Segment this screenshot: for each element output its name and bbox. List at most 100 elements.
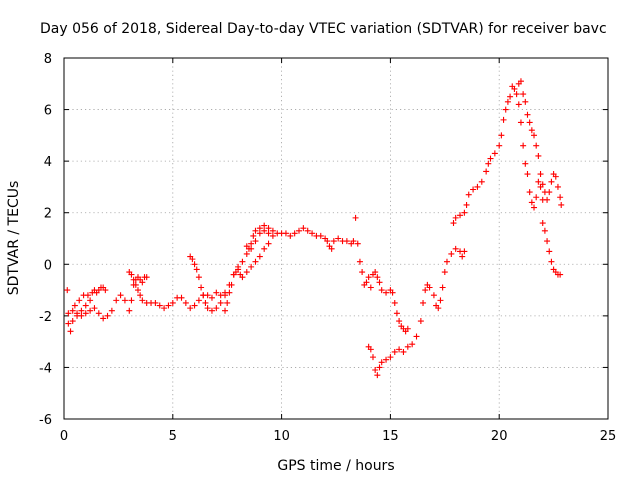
data-point [372, 367, 379, 374]
y-tick-label: 8 [44, 52, 52, 67]
data-point [478, 178, 485, 185]
data-point [208, 294, 215, 301]
data-point [491, 150, 498, 157]
data-point [76, 297, 83, 304]
data-point [526, 189, 533, 196]
data-point [213, 305, 220, 312]
data-point [558, 201, 565, 208]
data-point [452, 245, 459, 252]
data-point [365, 274, 372, 281]
data-point [552, 173, 559, 180]
data-point [256, 230, 263, 237]
data-point [126, 307, 133, 314]
y-axis-label: SDTVAR / TECUs [6, 181, 22, 296]
data-point [367, 346, 374, 353]
data-point [350, 238, 357, 245]
data-point [128, 271, 135, 278]
data-point [465, 191, 472, 198]
data-point [82, 302, 89, 309]
data-point [546, 189, 553, 196]
data-point [470, 186, 477, 193]
data-point [208, 307, 215, 314]
data-point [461, 209, 468, 216]
data-point [526, 119, 533, 126]
data-point [369, 354, 376, 361]
data-point [383, 356, 390, 363]
data-point [65, 320, 72, 327]
data-point [330, 238, 337, 245]
data-point [409, 341, 416, 348]
data-point [296, 227, 303, 234]
data-point [65, 310, 72, 317]
data-point [95, 310, 102, 317]
axis-ticks: 0 5 10 15 20 25 -6 -4 -2 0 2 4 6 8 [39, 52, 616, 444]
data-point [439, 284, 446, 291]
data-point [265, 240, 272, 247]
data-point [524, 111, 531, 118]
data-point [441, 269, 448, 276]
data-point [113, 297, 120, 304]
data-point [539, 220, 546, 227]
data-point [343, 238, 350, 245]
data-point [435, 305, 442, 312]
data-point [64, 287, 71, 294]
data-point [520, 142, 527, 149]
data-point [139, 279, 146, 286]
data-point [404, 343, 411, 350]
data-point [372, 269, 379, 276]
data-point [443, 258, 450, 265]
x-tick-label: 0 [60, 429, 68, 444]
data-point [300, 225, 307, 232]
data-point [324, 238, 331, 245]
data-point [104, 312, 111, 319]
data-point [383, 289, 390, 296]
data-point [535, 178, 542, 185]
plot-frame [63, 57, 609, 420]
x-tick-label: 5 [169, 429, 177, 444]
data-point [391, 348, 398, 355]
data-point [378, 359, 385, 366]
data-point [252, 258, 259, 265]
data-point [359, 269, 366, 276]
data-point [117, 292, 124, 299]
data-point [474, 183, 481, 190]
y-tick-label: -6 [39, 413, 52, 428]
data-point [82, 310, 89, 317]
data-point [535, 152, 542, 159]
x-tick-label: 20 [491, 429, 508, 444]
data-point [515, 101, 522, 108]
data-point [309, 230, 316, 237]
data-point [287, 232, 294, 239]
data-point [317, 232, 324, 239]
data-point [224, 299, 231, 306]
y-tick-label: -2 [39, 310, 52, 325]
data-point [291, 230, 298, 237]
data-point [487, 155, 494, 162]
data-point [531, 204, 538, 211]
data-point [417, 318, 424, 325]
y-tick-label: 2 [44, 207, 52, 222]
data-point [132, 281, 139, 288]
data-point [396, 318, 403, 325]
data-point [187, 305, 194, 312]
data-point [391, 299, 398, 306]
data-point [235, 266, 242, 273]
data-point [426, 284, 433, 291]
data-point [182, 299, 189, 306]
x-tick-label: 10 [273, 429, 290, 444]
data-point [507, 93, 514, 100]
data-point [531, 132, 538, 139]
data-point [243, 269, 250, 276]
data-point [217, 299, 224, 306]
data-point [252, 227, 259, 234]
data-point [239, 274, 246, 281]
data-point [352, 214, 359, 221]
data-point [87, 307, 94, 314]
data-point [483, 168, 490, 175]
x-axis-label: GPS time / hours [277, 458, 394, 474]
data-point [91, 305, 98, 312]
data-point [554, 183, 561, 190]
data-point [524, 171, 531, 178]
data-point [378, 287, 385, 294]
data-point [200, 292, 207, 299]
